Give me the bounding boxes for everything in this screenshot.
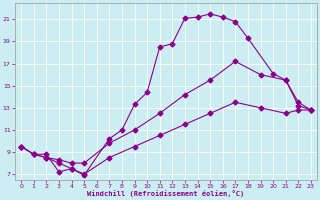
X-axis label: Windchill (Refroidissement éolien,°C): Windchill (Refroidissement éolien,°C) bbox=[87, 190, 245, 197]
